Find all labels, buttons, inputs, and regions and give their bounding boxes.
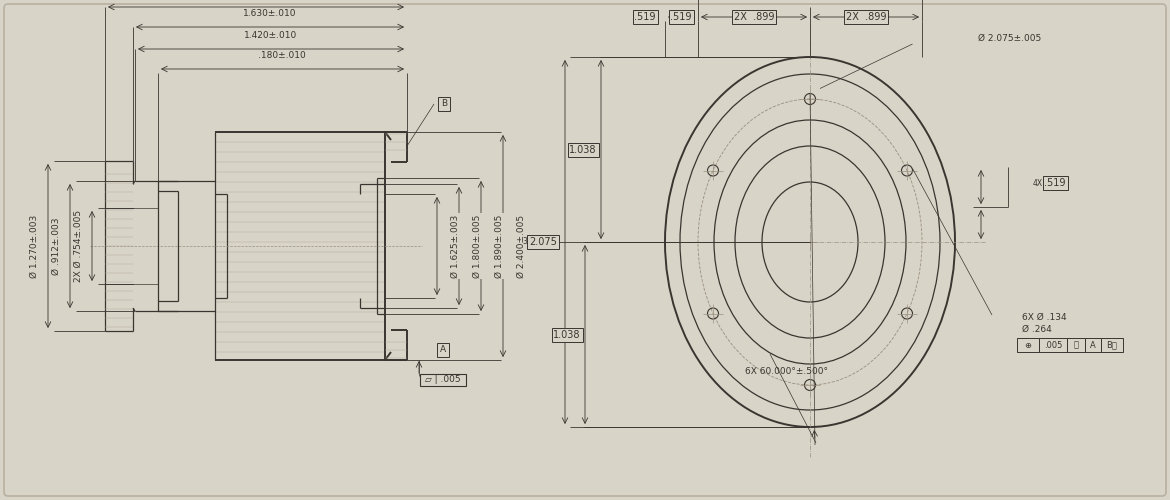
Text: 4X: 4X	[1033, 178, 1044, 188]
Text: Ø 1.800±.005: Ø 1.800±.005	[473, 214, 482, 278]
Text: Ø 1.890±.005: Ø 1.890±.005	[495, 214, 503, 278]
Text: 2X  .899: 2X .899	[846, 12, 886, 22]
Text: 3X: 3X	[522, 238, 532, 246]
Text: 1.420±.010: 1.420±.010	[245, 30, 297, 40]
Text: 2X  .899: 2X .899	[734, 12, 775, 22]
Bar	[1101, 338, 1123, 352]
Bar	[1039, 338, 1067, 352]
Text: Ø 2.400±.005: Ø 2.400±.005	[516, 214, 525, 278]
Text: Ø .912±.003: Ø .912±.003	[51, 217, 61, 275]
Text: 2.075: 2.075	[529, 237, 557, 247]
Text: .519: .519	[1045, 178, 1066, 188]
Text: ▱ | .005: ▱ | .005	[422, 376, 463, 384]
Text: Ø 1.270±.003: Ø 1.270±.003	[29, 214, 39, 278]
Bar	[1067, 338, 1085, 352]
Text: .180±.010: .180±.010	[259, 50, 305, 59]
Text: 2X Ø .754±.005: 2X Ø .754±.005	[74, 210, 83, 282]
Text: 1.038: 1.038	[553, 330, 580, 340]
Text: B: B	[441, 100, 447, 108]
Text: BⓂ: BⓂ	[1107, 340, 1117, 349]
Text: 1.038: 1.038	[570, 145, 597, 155]
Text: Ø 2.075±.005: Ø 2.075±.005	[977, 34, 1041, 42]
FancyBboxPatch shape	[4, 4, 1166, 496]
Text: ⊕: ⊕	[1025, 340, 1032, 349]
Text: 6X 60.000°±.500°: 6X 60.000°±.500°	[745, 368, 828, 376]
Text: Ø .264: Ø .264	[1023, 324, 1052, 334]
Text: Ø 1.625±.003: Ø 1.625±.003	[450, 214, 460, 278]
Text: A: A	[1090, 340, 1096, 349]
Text: .005: .005	[1044, 340, 1062, 349]
Text: .519: .519	[670, 12, 691, 22]
Text: 1.630±.010: 1.630±.010	[243, 8, 297, 18]
Text: Ⓜ: Ⓜ	[1074, 340, 1079, 349]
Text: A: A	[440, 346, 446, 354]
Text: .519: .519	[634, 12, 655, 22]
Bar	[1017, 338, 1039, 352]
Text: 6X Ø .134: 6X Ø .134	[1023, 312, 1067, 322]
Bar	[1085, 338, 1101, 352]
